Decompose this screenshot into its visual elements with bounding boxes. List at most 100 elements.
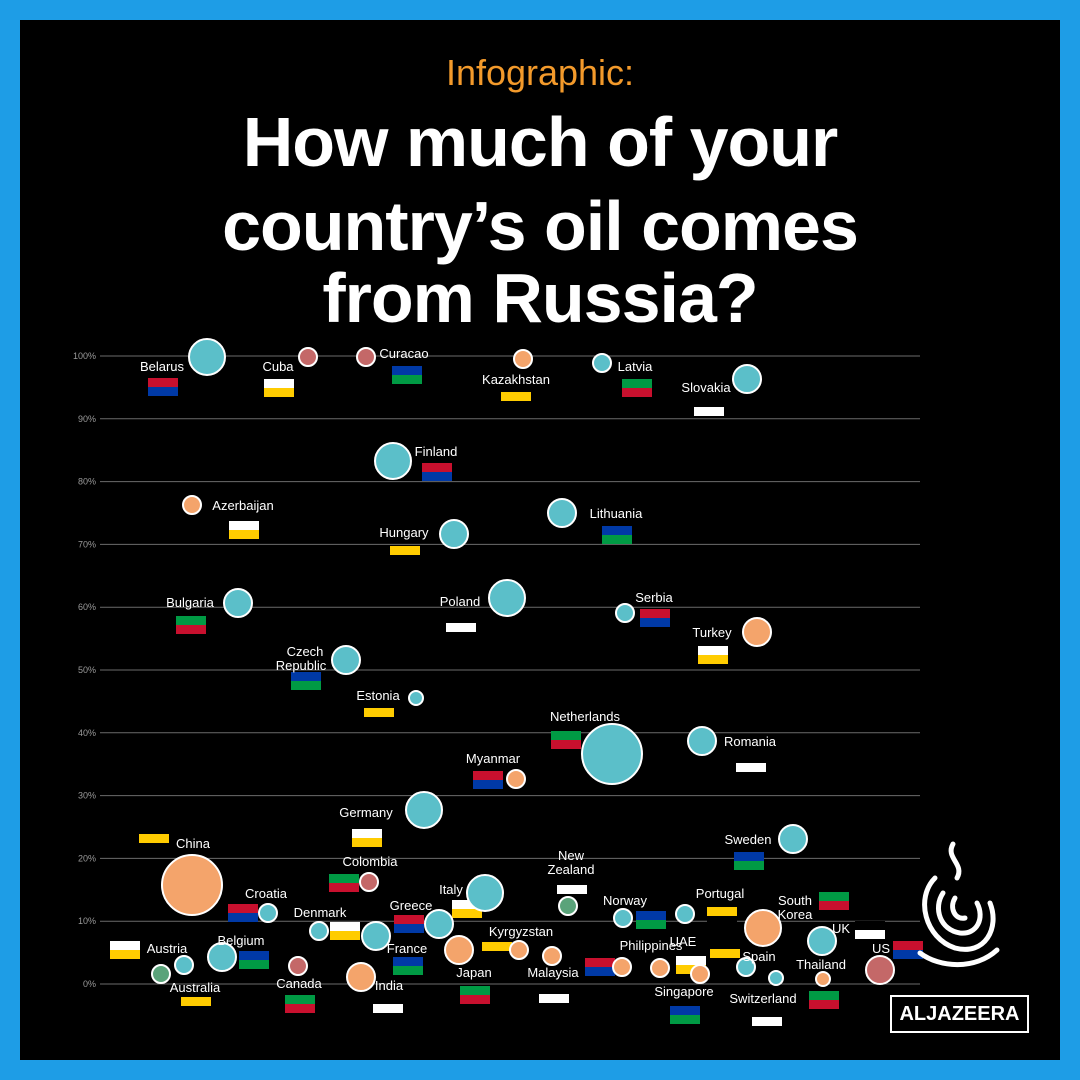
country-label-myanmar: Myanmar bbox=[466, 751, 521, 766]
flag-greece-icon bbox=[394, 915, 424, 933]
bubble-sweden bbox=[778, 824, 808, 854]
country-label-south-korea: South Korea bbox=[778, 893, 813, 922]
flag-lithuania-icon bbox=[602, 526, 632, 544]
country-label-czech-republic: Czech Republic bbox=[276, 644, 327, 673]
bubble-china bbox=[161, 854, 223, 916]
bubble-croatia bbox=[258, 903, 278, 923]
y-tick-label: 80% bbox=[78, 477, 96, 487]
country-label-turkey: Turkey bbox=[692, 625, 732, 640]
bubble-romania bbox=[687, 726, 717, 756]
y-tick-label: 90% bbox=[78, 414, 96, 424]
flag-hungary-icon bbox=[390, 546, 420, 564]
flag-denmark-icon bbox=[330, 922, 360, 940]
bubble-uk bbox=[807, 926, 837, 956]
flag-serbia-icon bbox=[640, 609, 670, 627]
flag-uae-icon bbox=[676, 956, 706, 974]
flag-curacao-icon bbox=[392, 366, 422, 384]
aljazeera-logo: ALJAZEERA bbox=[890, 995, 1029, 1033]
bubble-belarus bbox=[188, 338, 226, 376]
bubble-spain bbox=[736, 957, 756, 977]
bubble-malaysia bbox=[542, 946, 562, 966]
country-label-denmark: Denmark bbox=[294, 905, 347, 920]
country-label-canada: Canada bbox=[276, 976, 322, 991]
country-label-japan: Japan bbox=[456, 965, 491, 980]
bubble-france bbox=[361, 921, 391, 951]
flag-thailand-icon bbox=[809, 991, 839, 1009]
bubble-canada bbox=[288, 956, 308, 976]
y-tick-label: 50% bbox=[78, 665, 96, 675]
flag-kazakhstan-icon bbox=[501, 392, 531, 410]
country-label-romania: Romania bbox=[724, 734, 777, 749]
country-label-austria: Austria bbox=[147, 941, 188, 956]
y-tick-label: 10% bbox=[78, 916, 96, 926]
flag-croatia-icon bbox=[228, 904, 258, 922]
flag-poland-icon bbox=[446, 614, 476, 632]
y-tick-label: 0% bbox=[83, 979, 96, 989]
flag-belarus-icon bbox=[148, 378, 178, 396]
flag-colombia-icon bbox=[329, 874, 359, 892]
flag-belgium-icon bbox=[239, 951, 269, 969]
flags bbox=[110, 366, 923, 1026]
flag-singapore-icon bbox=[670, 1006, 700, 1024]
bubble-denmark bbox=[309, 921, 329, 941]
country-label-india: India bbox=[375, 978, 404, 993]
bubbles bbox=[151, 338, 895, 992]
bubble-bulgaria bbox=[223, 588, 253, 618]
flag-japan-icon bbox=[460, 986, 490, 1004]
bubble-cuba bbox=[298, 347, 318, 367]
bubble-myanmar bbox=[506, 769, 526, 789]
country-label-colombia: Colombia bbox=[343, 854, 399, 869]
y-tick-label: 30% bbox=[78, 791, 96, 801]
country-label-serbia: Serbia bbox=[635, 590, 673, 605]
flag-kyrgyzstan-icon bbox=[482, 942, 512, 960]
country-label-azerbaijan: Azerbaijan bbox=[212, 498, 273, 513]
flag-australia-icon bbox=[181, 997, 211, 1015]
y-axis-ticks: 0% 10% 20% 30% 40% 50% 60% 70% 80% 90% 100% bbox=[73, 351, 96, 989]
country-label-norway: Norway bbox=[603, 893, 648, 908]
flag-switzerland-icon bbox=[752, 1008, 782, 1026]
flag-uk-icon bbox=[855, 921, 885, 939]
country-label-hungary: Hungary bbox=[379, 525, 429, 540]
bubble-azerbaijan bbox=[182, 495, 202, 515]
bubble-india bbox=[346, 962, 376, 992]
country-label-france: France bbox=[387, 941, 427, 956]
country-label-curacao: Curacao bbox=[379, 346, 428, 361]
y-tick-label: 20% bbox=[78, 853, 96, 863]
bubble-czech-republic bbox=[331, 645, 361, 675]
bubble-latvia bbox=[592, 353, 612, 373]
country-labels: Belarus Cuba Curacao Kazakhstan Latvia Slovak… bbox=[140, 346, 890, 1006]
y-tick-label: 100% bbox=[73, 351, 96, 361]
bubble-thailand bbox=[815, 971, 831, 987]
country-label-netherlands: Netherlands bbox=[550, 709, 621, 724]
bubble-germany bbox=[405, 791, 443, 829]
bubble-kyrgyzstan bbox=[509, 940, 529, 960]
country-label-lithuania: Lithuania bbox=[590, 506, 644, 521]
bubble-curacao bbox=[356, 347, 376, 367]
flag-germany-icon bbox=[352, 829, 382, 847]
bubble-lithuania bbox=[547, 498, 577, 528]
title-line-1: How much of your bbox=[242, 103, 839, 181]
flag-spain-icon bbox=[710, 949, 740, 967]
flag-italy-icon bbox=[452, 900, 482, 918]
flag-finland-icon bbox=[422, 463, 452, 481]
country-label-finland: Finland bbox=[415, 444, 458, 459]
bubble-greece bbox=[424, 909, 454, 939]
country-label-spain: Spain bbox=[742, 949, 775, 964]
country-label-switzerland: Switzerland bbox=[729, 991, 796, 1006]
country-label-australia: Australia bbox=[170, 980, 221, 995]
flag-us-icon bbox=[893, 941, 923, 959]
country-label-italy: Italy bbox=[439, 882, 463, 897]
country-label-uae: UAE bbox=[670, 934, 697, 949]
flag-romania-icon bbox=[736, 754, 766, 772]
country-label-bulgaria: Bulgaria bbox=[166, 595, 214, 610]
flag-france-icon bbox=[393, 957, 423, 975]
flag-slovakia-icon bbox=[694, 398, 724, 416]
bubble-portugal bbox=[675, 904, 695, 924]
country-label-philippines: Philippines bbox=[620, 938, 683, 953]
flag-canada-icon bbox=[285, 995, 315, 1013]
bubble-australia bbox=[151, 964, 171, 984]
flag-china-icon bbox=[139, 834, 169, 852]
country-label-belarus: Belarus bbox=[140, 359, 185, 374]
flag-norway-icon bbox=[636, 911, 666, 929]
